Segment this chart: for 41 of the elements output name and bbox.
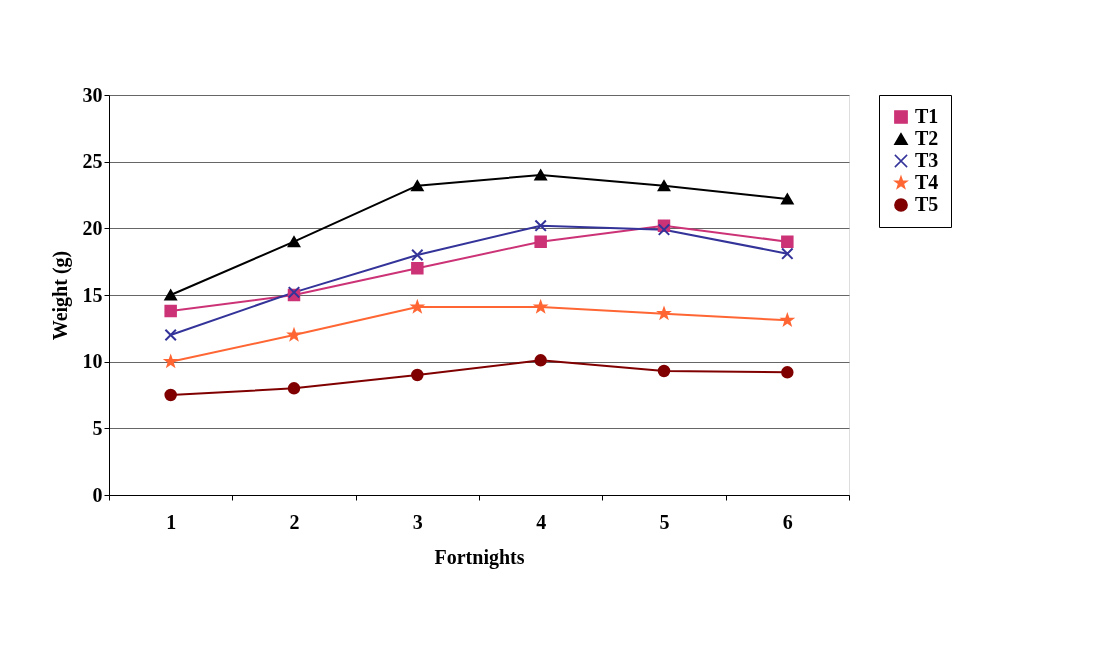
x-tick-label: 5 [659, 510, 670, 533]
point [534, 354, 547, 367]
point [411, 248, 424, 262]
point [287, 236, 301, 248]
legend-label: T3 [915, 149, 939, 171]
point [164, 328, 177, 342]
point [411, 262, 424, 275]
x-tick-label: 1 [166, 510, 177, 533]
x-tick-label: 2 [289, 510, 300, 533]
y-tick-label: 15 [82, 283, 103, 306]
y-tick-label: 25 [82, 150, 103, 173]
point [657, 223, 671, 236]
point [781, 193, 794, 205]
point [781, 235, 794, 248]
point [164, 388, 177, 402]
y-axis-title: Weight (g) [48, 250, 72, 341]
point [534, 169, 547, 181]
point [781, 247, 794, 260]
x-tick-label: 3 [412, 510, 423, 533]
y-tick-label: 10 [82, 350, 103, 373]
x-axis-title: Fortnights [434, 545, 525, 569]
point [411, 180, 424, 192]
point [287, 382, 301, 395]
y-tick-label: 20 [82, 216, 103, 239]
x-tick-label: 6 [782, 510, 793, 533]
legend-label: T4 [915, 171, 939, 193]
point [164, 304, 177, 318]
point [781, 366, 794, 379]
x-tick-label: 4 [536, 510, 547, 533]
y-tick-label: 5 [92, 416, 103, 439]
point [657, 364, 671, 378]
point [657, 180, 671, 192]
point [534, 235, 547, 248]
point [534, 219, 547, 232]
point [164, 289, 177, 301]
legend-label: T1 [915, 105, 939, 127]
y-tick-label: 30 [82, 83, 103, 106]
legend-label: T2 [915, 127, 939, 149]
y-tick-label: 0 [92, 483, 103, 506]
point [411, 368, 424, 382]
legend-label: T5 [915, 193, 939, 215]
